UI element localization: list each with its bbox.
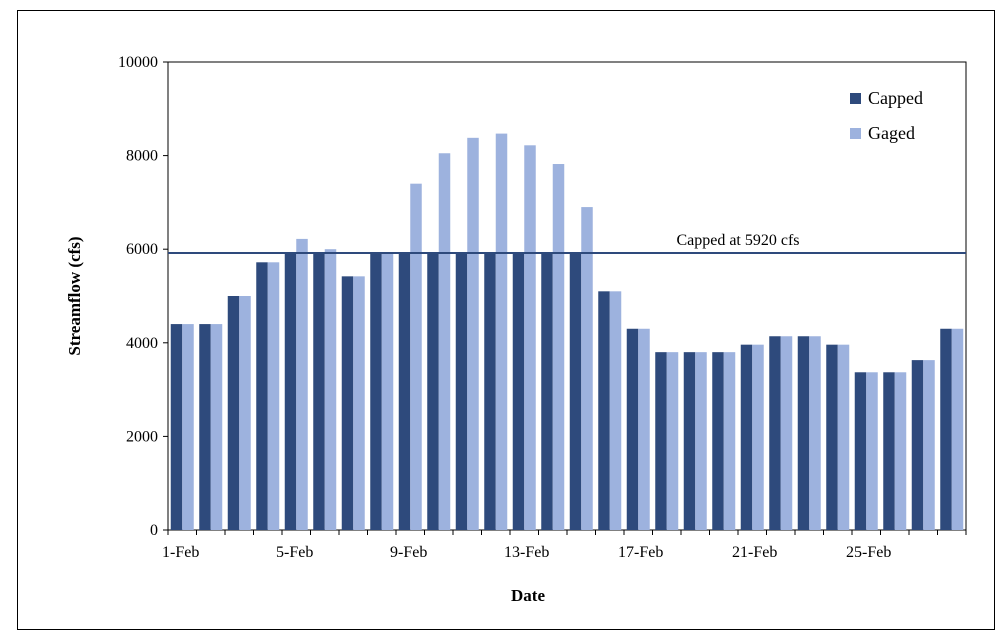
bars-layer [170, 133, 964, 531]
bar-capped-13-Feb [512, 252, 525, 530]
legend: Capped Gaged [850, 88, 923, 143]
bar-gaged-15-Feb [581, 207, 593, 530]
bar-capped-8-Feb [370, 252, 382, 530]
bar-capped-11-Feb [455, 252, 468, 530]
bar-gaged-24-Feb [837, 344, 850, 530]
bar-capped-2-Feb [199, 324, 211, 530]
bar-gaged-1-Feb [182, 324, 194, 530]
bar-gaged-5-Feb [296, 238, 308, 530]
bar-gaged-11-Feb [467, 137, 479, 530]
bar-gaged-14-Feb [552, 164, 565, 530]
bar-capped-27-Feb [911, 360, 924, 530]
bar-capped-4-Feb [256, 262, 268, 530]
bar-capped-5-Feb [284, 252, 297, 530]
bar-gaged-3-Feb [239, 296, 251, 530]
legend-swatch-gaged [850, 128, 861, 139]
y-axis-title: Streamflow (cfs) [65, 236, 84, 355]
reference-line-layer: Capped at 5920 cfs [168, 232, 966, 254]
bar-capped-12-Feb [484, 252, 496, 530]
x-tick-label: 13-Feb [504, 544, 549, 561]
bar-gaged-17-Feb [638, 328, 650, 530]
bar-capped-22-Feb [769, 336, 781, 530]
x-tick-label: 25-Feb [846, 544, 891, 561]
x-axis-title: Date [511, 586, 545, 605]
bar-gaged-2-Feb [210, 324, 223, 530]
bar-capped-26-Feb [883, 372, 895, 530]
bar-capped-17-Feb [626, 328, 639, 530]
bar-gaged-9-Feb [410, 183, 422, 530]
y-tick-label: 4000 [126, 335, 158, 352]
bar-capped-6-Feb [313, 252, 325, 530]
legend-swatch-capped [850, 93, 861, 104]
x-tick-label: 21-Feb [732, 544, 777, 561]
bar-capped-15-Feb [569, 252, 582, 530]
bar-gaged-7-Feb [353, 276, 365, 530]
bar-gaged-22-Feb [780, 336, 793, 530]
bar-capped-24-Feb [826, 344, 838, 530]
bar-gaged-10-Feb [438, 153, 451, 530]
y-axis: 0 2000 4000 6000 8000 10000 [118, 54, 168, 539]
bar-gaged-18-Feb [666, 352, 679, 530]
bar-gaged-28-Feb [951, 328, 964, 530]
bar-gaged-23-Feb [809, 336, 821, 530]
legend-label-capped: Capped [868, 88, 923, 108]
bar-capped-18-Feb [655, 352, 667, 530]
bar-gaged-6-Feb [324, 249, 337, 530]
bar-gaged-4-Feb [267, 262, 280, 530]
bar-capped-23-Feb [797, 336, 810, 530]
bar-gaged-25-Feb [866, 372, 878, 530]
y-tick-label: 8000 [126, 148, 158, 165]
bar-gaged-16-Feb [609, 291, 622, 530]
bar-capped-19-Feb [683, 352, 696, 530]
bar-gaged-8-Feb [381, 252, 394, 530]
bar-gaged-26-Feb [894, 372, 907, 530]
bar-capped-16-Feb [598, 291, 610, 530]
bar-capped-7-Feb [341, 276, 354, 530]
bar-capped-1-Feb [170, 324, 183, 530]
y-tick-label: 10000 [118, 54, 158, 71]
bar-capped-3-Feb [227, 296, 240, 530]
bar-capped-25-Feb [854, 372, 867, 530]
y-tick-label: 6000 [126, 241, 158, 258]
bar-gaged-12-Feb [495, 133, 508, 530]
y-tick-label: 2000 [126, 428, 158, 445]
bar-gaged-13-Feb [524, 145, 536, 531]
bar-gaged-21-Feb [752, 344, 764, 530]
y-tick-label: 0 [150, 522, 158, 539]
x-tick-label: 9-Feb [390, 544, 427, 561]
bar-capped-28-Feb [940, 328, 952, 530]
bar-gaged-19-Feb [695, 352, 707, 530]
legend-label-gaged: Gaged [868, 123, 915, 143]
bar-capped-9-Feb [398, 252, 411, 530]
bar-capped-21-Feb [740, 344, 753, 530]
bar-capped-10-Feb [427, 252, 439, 530]
x-tick-label: 17-Feb [618, 544, 663, 561]
x-axis: 1-Feb 5-Feb 9-Feb 13-Feb 17-Feb 21-Feb 25-Feb [162, 530, 967, 561]
x-tick-label: 1-Feb [162, 544, 199, 561]
capped-reference-label: Capped at 5920 cfs [676, 232, 799, 249]
bar-capped-14-Feb [541, 252, 553, 530]
bar-gaged-27-Feb [923, 360, 935, 530]
x-tick-label: 5-Feb [276, 544, 313, 561]
bar-gaged-20-Feb [723, 352, 736, 530]
bar-capped-20-Feb [712, 352, 724, 530]
